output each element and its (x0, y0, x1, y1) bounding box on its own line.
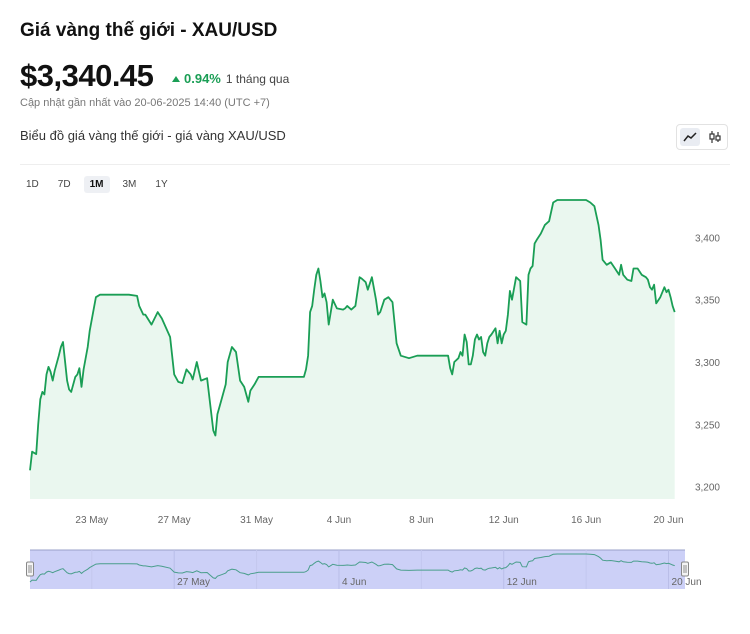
chart-type-toggle (676, 124, 728, 150)
price-change: 0.94% 1 tháng qua (172, 71, 289, 86)
navigator-series-line (29, 553, 675, 583)
chart-title: Biểu đồ giá vàng thế giới - giá vàng XAU… (20, 128, 286, 143)
x-tick-label: 16 Jun (571, 515, 601, 526)
price-area (30, 200, 675, 499)
navigator-tick-label: 20 Jun (672, 577, 702, 588)
x-tick-label: 31 May (240, 515, 273, 526)
x-axis-ticks: 23 May 27 May 31 May 4 Jun 8 Jun 12 Jun 16 Jun… (75, 515, 683, 526)
y-axis-ticks: 3,200 3,250 3,300 3,350 3,400 (695, 233, 720, 493)
page-title: Giá vàng thế giới - XAU/USD (20, 20, 278, 41)
y-tick-label: 3,200 (695, 483, 720, 494)
x-tick-label: 4 Jun (327, 515, 351, 526)
y-tick-label: 3,350 (695, 296, 720, 307)
range-button-1m[interactable]: 1M (83, 176, 110, 193)
navigator-window (30, 550, 685, 589)
navigator-tick-label: 12 Jun (507, 577, 537, 588)
line-chart-icon[interactable] (679, 128, 700, 146)
y-tick-label: 3,250 (695, 420, 720, 431)
range-button-1d[interactable]: 1D (26, 179, 39, 190)
last-updated: Cập nhật gần nhất vào 20-06-2025 14:40 (… (20, 97, 270, 109)
price-line (29, 199, 676, 471)
navigator-handle-right[interactable] (681, 561, 689, 577)
y-tick-label: 3,300 (695, 358, 720, 369)
range-button-3m[interactable]: 3M (122, 179, 137, 190)
change-percent: 0.94% (184, 71, 221, 86)
navigator[interactable]: 27 May 4 Jun 12 Jun 20 Jun (26, 549, 702, 589)
range-button-7d[interactable]: 7D (57, 179, 71, 190)
navigator-tick-label: 4 Jun (342, 577, 366, 588)
x-tick-label: 20 Jun (654, 515, 684, 526)
x-tick-label: 23 May (75, 515, 108, 526)
up-arrow-icon (172, 75, 180, 82)
range-button-1y[interactable]: 1Y (155, 179, 168, 190)
header-divider (20, 164, 730, 165)
range-selector: 1D 7D 1M 3M 1Y (20, 176, 181, 193)
navigator-handle-left[interactable] (26, 561, 34, 577)
candlestick-icon[interactable] (705, 128, 725, 146)
change-period: 1 tháng qua (225, 71, 290, 86)
navigator-tick-label: 27 May (177, 577, 210, 588)
x-tick-label: 27 May (158, 515, 191, 526)
x-tick-label: 8 Jun (409, 515, 433, 526)
current-price: $3,340.45 (20, 58, 154, 93)
y-tick-label: 3,400 (695, 233, 720, 244)
x-tick-label: 12 Jun (489, 515, 519, 526)
